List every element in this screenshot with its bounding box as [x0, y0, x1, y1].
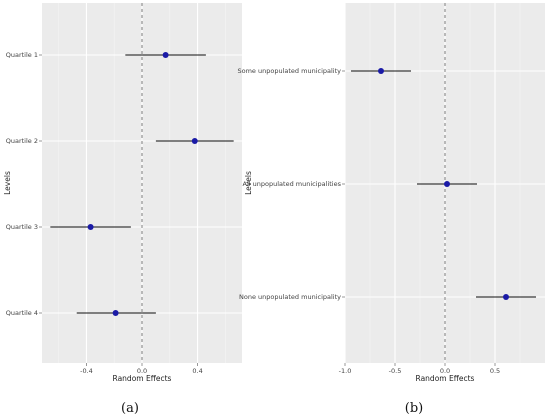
x-axis-title-b: Random Effects — [416, 374, 475, 383]
x-ticks-b: -1.0 -0.5 0.0 0.5 — [339, 363, 500, 375]
y-tick-label: Quartile 1 — [6, 51, 38, 59]
y-tick-label: None unpopulated municipality — [239, 293, 341, 301]
point-estimate — [444, 181, 450, 187]
y-tick-label: Quartile 2 — [6, 137, 38, 145]
point-estimate — [191, 138, 198, 144]
y-tick-label: Some unpopulated municipality — [238, 67, 342, 75]
point-estimate — [162, 52, 169, 58]
marks-b — [351, 68, 536, 300]
panel-b: Some unpopulated municipality All unpopul… — [238, 3, 545, 416]
x-tick-label: -0.4 — [80, 367, 93, 375]
y-axis-title-b: Levels — [244, 171, 253, 195]
x-tick-label: -0.5 — [389, 367, 402, 375]
x-tick-label: 0.0 — [440, 367, 450, 375]
y-ticks-b: Some unpopulated municipality All unpopul… — [238, 67, 345, 301]
x-ticks-a: -0.4 0.0 0.4 — [80, 363, 203, 375]
y-axis-title-a: Levels — [3, 171, 12, 195]
panel-label-a: (a) — [121, 401, 139, 416]
x-tick-label: 0.5 — [490, 367, 500, 375]
marks-a — [50, 52, 234, 316]
point-estimate — [112, 310, 119, 316]
point-estimate — [378, 68, 384, 74]
y-tick-label: Quartile 4 — [6, 309, 38, 317]
x-tick-label: -1.0 — [339, 367, 352, 375]
y-ticks-a: Quartile 1 Quartile 2 Quartile 3 Quartile 4 — [6, 51, 42, 317]
panel-a: Quartile 1 Quartile 2 Quartile 3 Quartile 4… — [3, 3, 242, 416]
y-tick-label: Quartile 3 — [6, 223, 38, 231]
x-axis-title-a: Random Effects — [113, 374, 172, 383]
panel-label-b: (b) — [405, 401, 423, 416]
y-tick-label: All unpopulated municipalities — [243, 180, 342, 188]
x-tick-label: 0.0 — [137, 367, 147, 375]
point-estimate — [87, 224, 94, 230]
point-estimate — [503, 294, 509, 300]
x-tick-label: 0.4 — [192, 367, 202, 375]
